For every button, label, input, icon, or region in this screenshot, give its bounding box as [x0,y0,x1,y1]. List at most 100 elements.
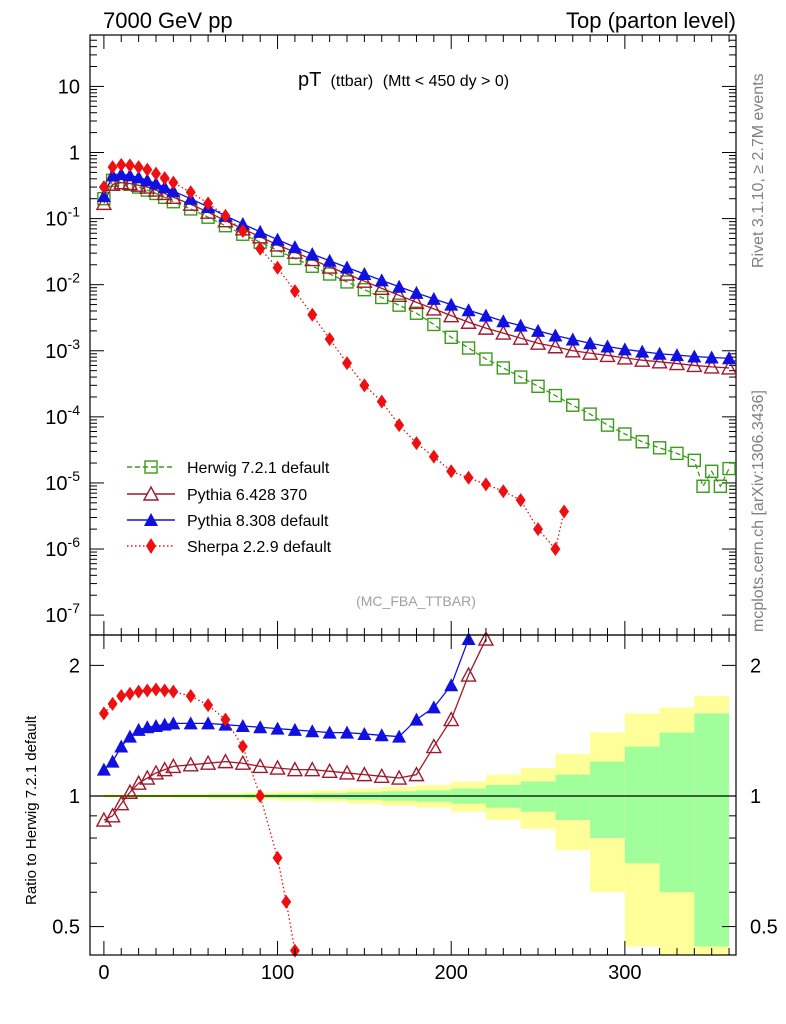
data-point-pythia6 [651,353,668,369]
data-point-pythia8 [461,303,476,317]
ratio-point-sherpa [281,894,292,909]
data-point-pythia6 [147,181,165,197]
header-left: 7000 GeV pp [103,8,233,33]
data-point-sherpa [142,162,153,177]
data-point-herwig [583,407,597,421]
data-point-pythia8 [669,348,684,362]
ratio-point-pythia6 [425,738,443,754]
series-pythia6 [95,174,738,375]
ratio-point-pythia6 [443,711,460,727]
data-point-herwig [652,441,667,455]
data-point-sherpa [342,356,353,371]
ratio-axes: 0 100 200 300 2 2 1 1 0.5 0.5 [52,635,778,984]
mcplots-label: mcplots.cern.ch [arXiv:1306.3436] [750,390,767,632]
band-inner [624,746,660,864]
data-point-pythia8 [322,253,337,267]
data-point-sherpa [203,196,214,211]
y-tick-label: 10-2 [45,270,80,297]
ratio-bands-layer [103,696,730,955]
ratio-point-pythia6 [390,769,408,785]
ratio-y-tick-label-right: 0.5 [750,917,778,939]
legend-label-herwig: Herwig 7.2.1 default [187,460,330,477]
data-point-pythia8 [340,260,355,274]
data-point-sherpa [124,158,135,173]
chart-title-main: pT [298,69,321,91]
data-point-pythia6 [547,338,564,354]
data-point-sherpa [159,171,170,186]
data-point-sherpa [480,477,491,492]
y-tick-label-exponent: -4 [68,402,81,418]
ratio-point-sherpa [203,698,214,713]
data-point-pythia8 [583,336,598,350]
ratio-point-pythia8 [409,712,424,726]
ratio-point-pythia6 [234,754,251,770]
data-point-pythia8 [157,180,172,194]
ratio-point-sherpa [107,696,118,711]
band-inner [555,774,591,821]
data-point-herwig [618,427,632,441]
data-point-herwig [531,379,545,393]
y-tick-label: 10-7 [45,600,80,627]
ratio-point-pythia8 [444,678,459,692]
ratio-point-pythia8 [392,729,407,743]
data-point-sherpa [116,157,127,172]
legend-marker-pythia6 [142,485,160,501]
data-point-sherpa [307,307,318,322]
data-point-pythia8 [235,216,250,230]
ratio-point-pythia6 [373,767,390,784]
ratio-point-pythia8 [357,726,372,740]
data-point-herwig [600,418,615,432]
ratio-point-pythia6 [477,630,495,646]
ratio-y-tick-label: 1 [69,786,80,808]
data-point-pythia6 [373,279,390,296]
data-point-herwig [357,282,372,297]
ratio-series-layer [95,630,495,958]
ratio-y-tick-label-right: 2 [750,655,761,677]
y-tick-label: 10-6 [45,534,80,561]
data-point-pythia8 [617,342,632,356]
legend-label-sherpa: Sherpa 2.2.9 default [187,539,332,556]
ratio-line-sherpa [103,688,296,951]
data-point-sherpa [150,166,161,181]
data-point-pythia6 [408,293,425,310]
data-point-pythia8 [114,167,129,181]
data-point-herwig [704,464,719,478]
y-tick-label-exponent: -6 [68,534,81,550]
x-tick-label: 300 [608,962,641,984]
band-inner [590,761,625,839]
ratio-point-pythia6 [408,766,425,782]
data-point-pythia8 [409,285,424,299]
data-point-sherpa [324,332,335,347]
legend-entry-pythia8: Pythia 8.308 default [127,513,329,530]
y-tick-label: 10-3 [45,336,80,363]
y-tick-label: 1 [69,143,80,165]
data-point-pythia8 [635,344,650,358]
band-inner [659,732,695,893]
ratio-point-sherpa [255,788,266,803]
ratio-y-tick-label: 0.5 [52,917,80,939]
y-tick-label: 10-4 [45,402,80,429]
ratio-series-pythia6 [95,630,495,827]
data-point-herwig [548,388,563,403]
legend-label-pythia8: Pythia 8.308 default [187,513,329,530]
data-point-pythia6 [477,319,495,335]
ratio-y-axis-label: Ratio to Herwig 7.2.1 default [23,715,40,905]
data-point-pythia8 [600,339,615,353]
ratio-point-sherpa [150,682,161,697]
ratio-point-pythia6 [286,761,304,777]
data-point-pythia8 [253,224,268,238]
ratio-point-sherpa [116,689,127,704]
data-point-sherpa [411,436,422,451]
data-point-pythia8 [496,314,511,328]
data-point-pythia8 [652,346,667,360]
data-point-pythia8 [357,267,372,281]
data-point-pythia6 [703,358,720,374]
data-point-pythia6 [338,265,356,281]
series-line-herwig [103,179,730,488]
data-point-herwig [479,352,493,366]
x-tick-label: 100 [261,962,294,984]
data-point-pythia8 [444,297,459,311]
ratio-point-sherpa [133,684,144,699]
y-tick-label-exponent: -5 [68,468,81,484]
